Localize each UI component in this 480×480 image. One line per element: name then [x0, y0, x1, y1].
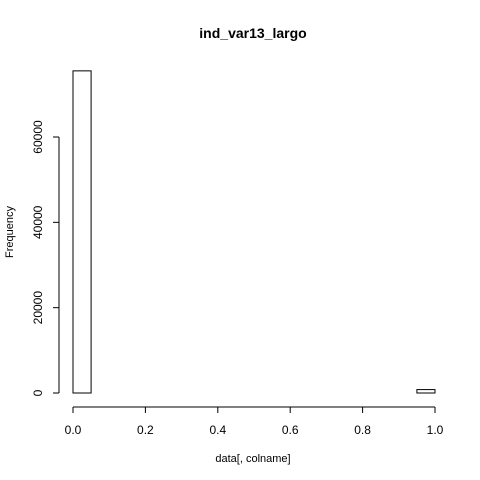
- x-tick-label: 0.4: [209, 423, 226, 437]
- x-axis: 0.0 0.2 0.4 0.6 0.8 1.0: [65, 406, 444, 437]
- y-axis-title: Frequency: [4, 206, 16, 258]
- histogram-bar-0: [72, 70, 92, 394]
- x-tick-label: 0.8: [354, 423, 371, 437]
- y-axis: 0 20000 40000 60000: [31, 120, 60, 396]
- y-tick-label: 60000: [31, 120, 45, 154]
- x-axis-title: data[, colname]: [215, 453, 290, 465]
- x-tick-label: 1.0: [427, 423, 444, 437]
- histogram-bars: [72, 70, 436, 394]
- y-tick-label: 0: [31, 389, 45, 396]
- x-tick-label: 0.0: [65, 423, 82, 437]
- x-tick-label: 0.6: [282, 423, 299, 437]
- y-tick-label: 20000: [31, 291, 45, 325]
- x-tick-label: 0.2: [137, 423, 154, 437]
- histogram-bar-19: [416, 389, 436, 394]
- chart-title: ind_var13_largo: [199, 25, 306, 41]
- y-tick-label: 40000: [31, 205, 45, 239]
